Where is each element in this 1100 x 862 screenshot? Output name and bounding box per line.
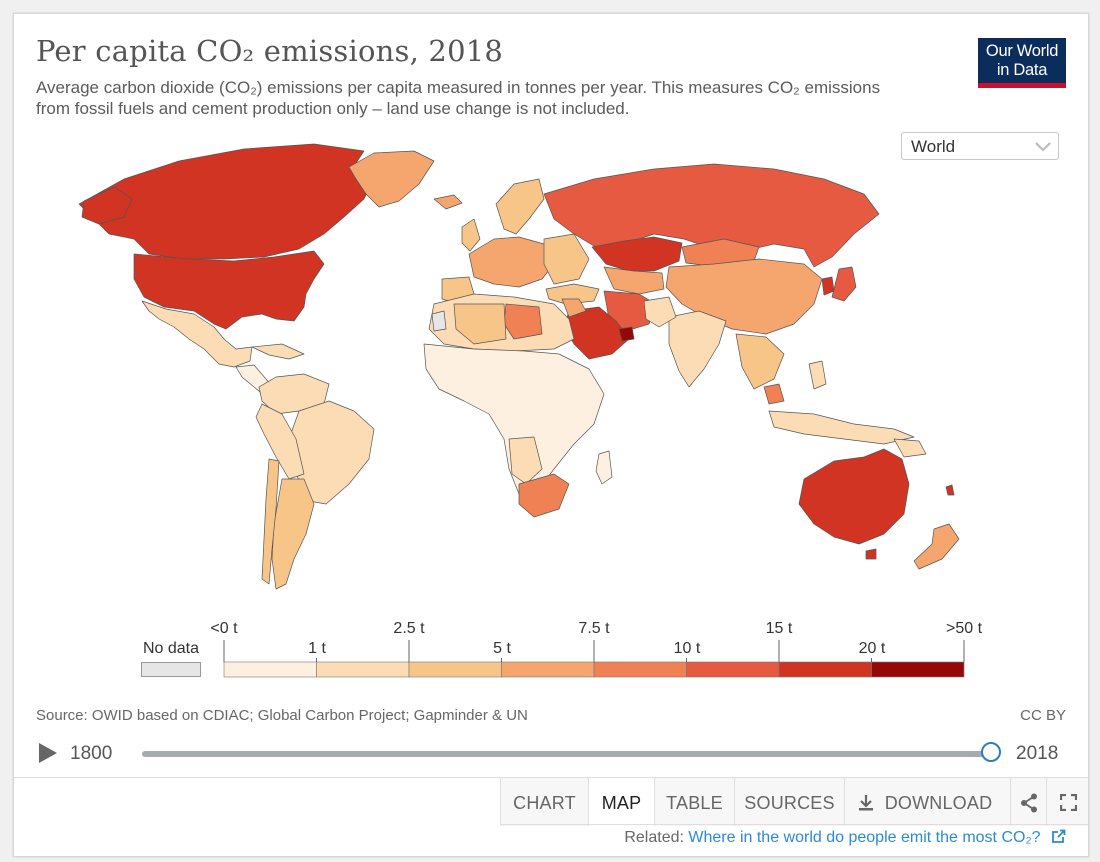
country-canada[interactable] xyxy=(78,143,375,260)
country-mexico[interactable] xyxy=(141,300,253,368)
related-link[interactable]: Where in the world do people emit the mo… xyxy=(688,829,1041,846)
region-scandinavia[interactable] xyxy=(495,178,545,235)
logo-line-2: in Data xyxy=(996,61,1048,79)
legend-label-0: <0 t xyxy=(210,620,238,637)
country-western-sahara[interactable] xyxy=(431,310,447,332)
timeline-handle[interactable] xyxy=(981,742,1001,762)
country-south-africa[interactable] xyxy=(518,473,570,518)
country-angola-namibia[interactable] xyxy=(508,436,543,485)
tab-chart[interactable]: CHART xyxy=(500,778,588,826)
country-greenland[interactable] xyxy=(348,150,435,208)
timeline-track[interactable] xyxy=(142,751,994,757)
region-eastern-europe[interactable] xyxy=(543,233,590,285)
legend-bin-6[interactable] xyxy=(778,661,872,678)
license-badge[interactable]: CC BY xyxy=(1020,707,1066,724)
legend-no-data-label: No data xyxy=(142,640,200,657)
timeline-start-year: 1800 xyxy=(70,743,113,764)
legend-label-20: 20 t xyxy=(858,640,886,657)
tab-map[interactable]: MAP xyxy=(588,778,654,826)
legend-label-2-5: 2.5 t xyxy=(393,620,425,637)
country-new-zealand[interactable] xyxy=(913,523,960,570)
legend-bin-3[interactable] xyxy=(501,661,595,678)
legend-label-1: 1 t xyxy=(308,640,326,657)
related-link-row: Related: Where in the world do people em… xyxy=(624,829,1066,847)
country-indonesia[interactable] xyxy=(768,410,915,445)
country-tasmania[interactable] xyxy=(865,548,877,560)
tab-download-label: DOWNLOAD xyxy=(884,793,993,813)
region-select[interactable]: World xyxy=(901,132,1059,160)
tab-table[interactable]: TABLE xyxy=(654,778,734,826)
country-algeria[interactable] xyxy=(453,303,507,345)
download-icon xyxy=(859,795,873,811)
share-button[interactable] xyxy=(1010,778,1046,826)
country-peru-bolivia[interactable] xyxy=(255,403,305,480)
country-madagascar[interactable] xyxy=(595,450,613,485)
region-levant[interactable] xyxy=(561,298,587,318)
legend-no-data-swatch[interactable] xyxy=(141,662,201,677)
fullscreen-icon xyxy=(1060,794,1077,811)
country-alaska[interactable] xyxy=(81,186,133,225)
country-korea[interactable] xyxy=(821,276,835,296)
country-iceland[interactable] xyxy=(433,194,463,210)
chart-title: Per capita CO₂ emissions, 2018 xyxy=(36,34,504,68)
tab-download[interactable]: DOWNLOAD xyxy=(844,778,1010,826)
tab-bar: CHART MAP TABLE SOURCES DOWNLOAD xyxy=(14,777,1088,826)
region-southeast-asia[interactable] xyxy=(735,333,785,390)
chart-subtitle: Average carbon dioxide (CO₂) emissions p… xyxy=(36,78,881,118)
legend-bin-0[interactable] xyxy=(223,661,317,678)
legend-label-50: >50 t xyxy=(945,620,983,637)
world-map xyxy=(78,143,960,590)
country-australia[interactable] xyxy=(798,448,910,545)
country-usa[interactable] xyxy=(133,250,325,330)
play-icon[interactable] xyxy=(38,742,58,764)
country-kazakhstan[interactable] xyxy=(591,236,683,272)
legend-bin-4[interactable] xyxy=(593,661,687,678)
legend-bin-2[interactable] xyxy=(408,661,502,678)
country-india[interactable] xyxy=(668,310,727,388)
legend-bin-7[interactable] xyxy=(871,661,965,678)
legend-bin-1[interactable] xyxy=(316,661,410,678)
source-note: Source: OWID based on CDIAC; Global Carb… xyxy=(36,707,528,724)
country-japan[interactable] xyxy=(831,266,857,302)
chart-frame: Per capita CO₂ emissions, 2018 Average c… xyxy=(13,13,1089,857)
legend-label-7-5: 7.5 t xyxy=(578,620,610,637)
country-uae-qatar[interactable] xyxy=(618,326,635,342)
country-philippines[interactable] xyxy=(808,360,827,390)
legend-label-10: 10 t xyxy=(673,640,701,657)
tab-sources[interactable]: SOURCES xyxy=(734,778,844,826)
logo-line-1: Our World xyxy=(985,42,1059,60)
country-papua-new-guinea[interactable] xyxy=(893,438,927,458)
owid-logo[interactable]: Our World in Data xyxy=(978,38,1066,88)
legend-label-15: 15 t xyxy=(765,620,793,637)
country-malaysia[interactable] xyxy=(763,383,785,405)
related-prefix: Related: xyxy=(624,829,689,846)
country-new-caledonia[interactable] xyxy=(945,484,955,496)
legend-bin-5[interactable] xyxy=(686,661,780,678)
region-caribbean[interactable] xyxy=(251,343,305,360)
country-pakistan[interactable] xyxy=(643,296,677,328)
chevron-down-icon xyxy=(1035,142,1051,152)
external-link-icon[interactable] xyxy=(1051,829,1066,844)
fullscreen-button[interactable] xyxy=(1046,778,1088,826)
share-icon xyxy=(1021,793,1037,813)
country-argentina[interactable] xyxy=(271,478,315,590)
region-western-europe[interactable] xyxy=(468,236,555,288)
legend-label-5: 5 t xyxy=(493,640,511,657)
region-select-value: World xyxy=(911,137,956,156)
country-uk[interactable] xyxy=(461,218,481,252)
region-central-asia[interactable] xyxy=(603,266,665,295)
country-turkey[interactable] xyxy=(545,283,600,305)
tab-bar-divider xyxy=(500,824,1088,825)
country-chile[interactable] xyxy=(261,458,280,585)
timeline-end-year: 2018 xyxy=(1016,743,1059,764)
